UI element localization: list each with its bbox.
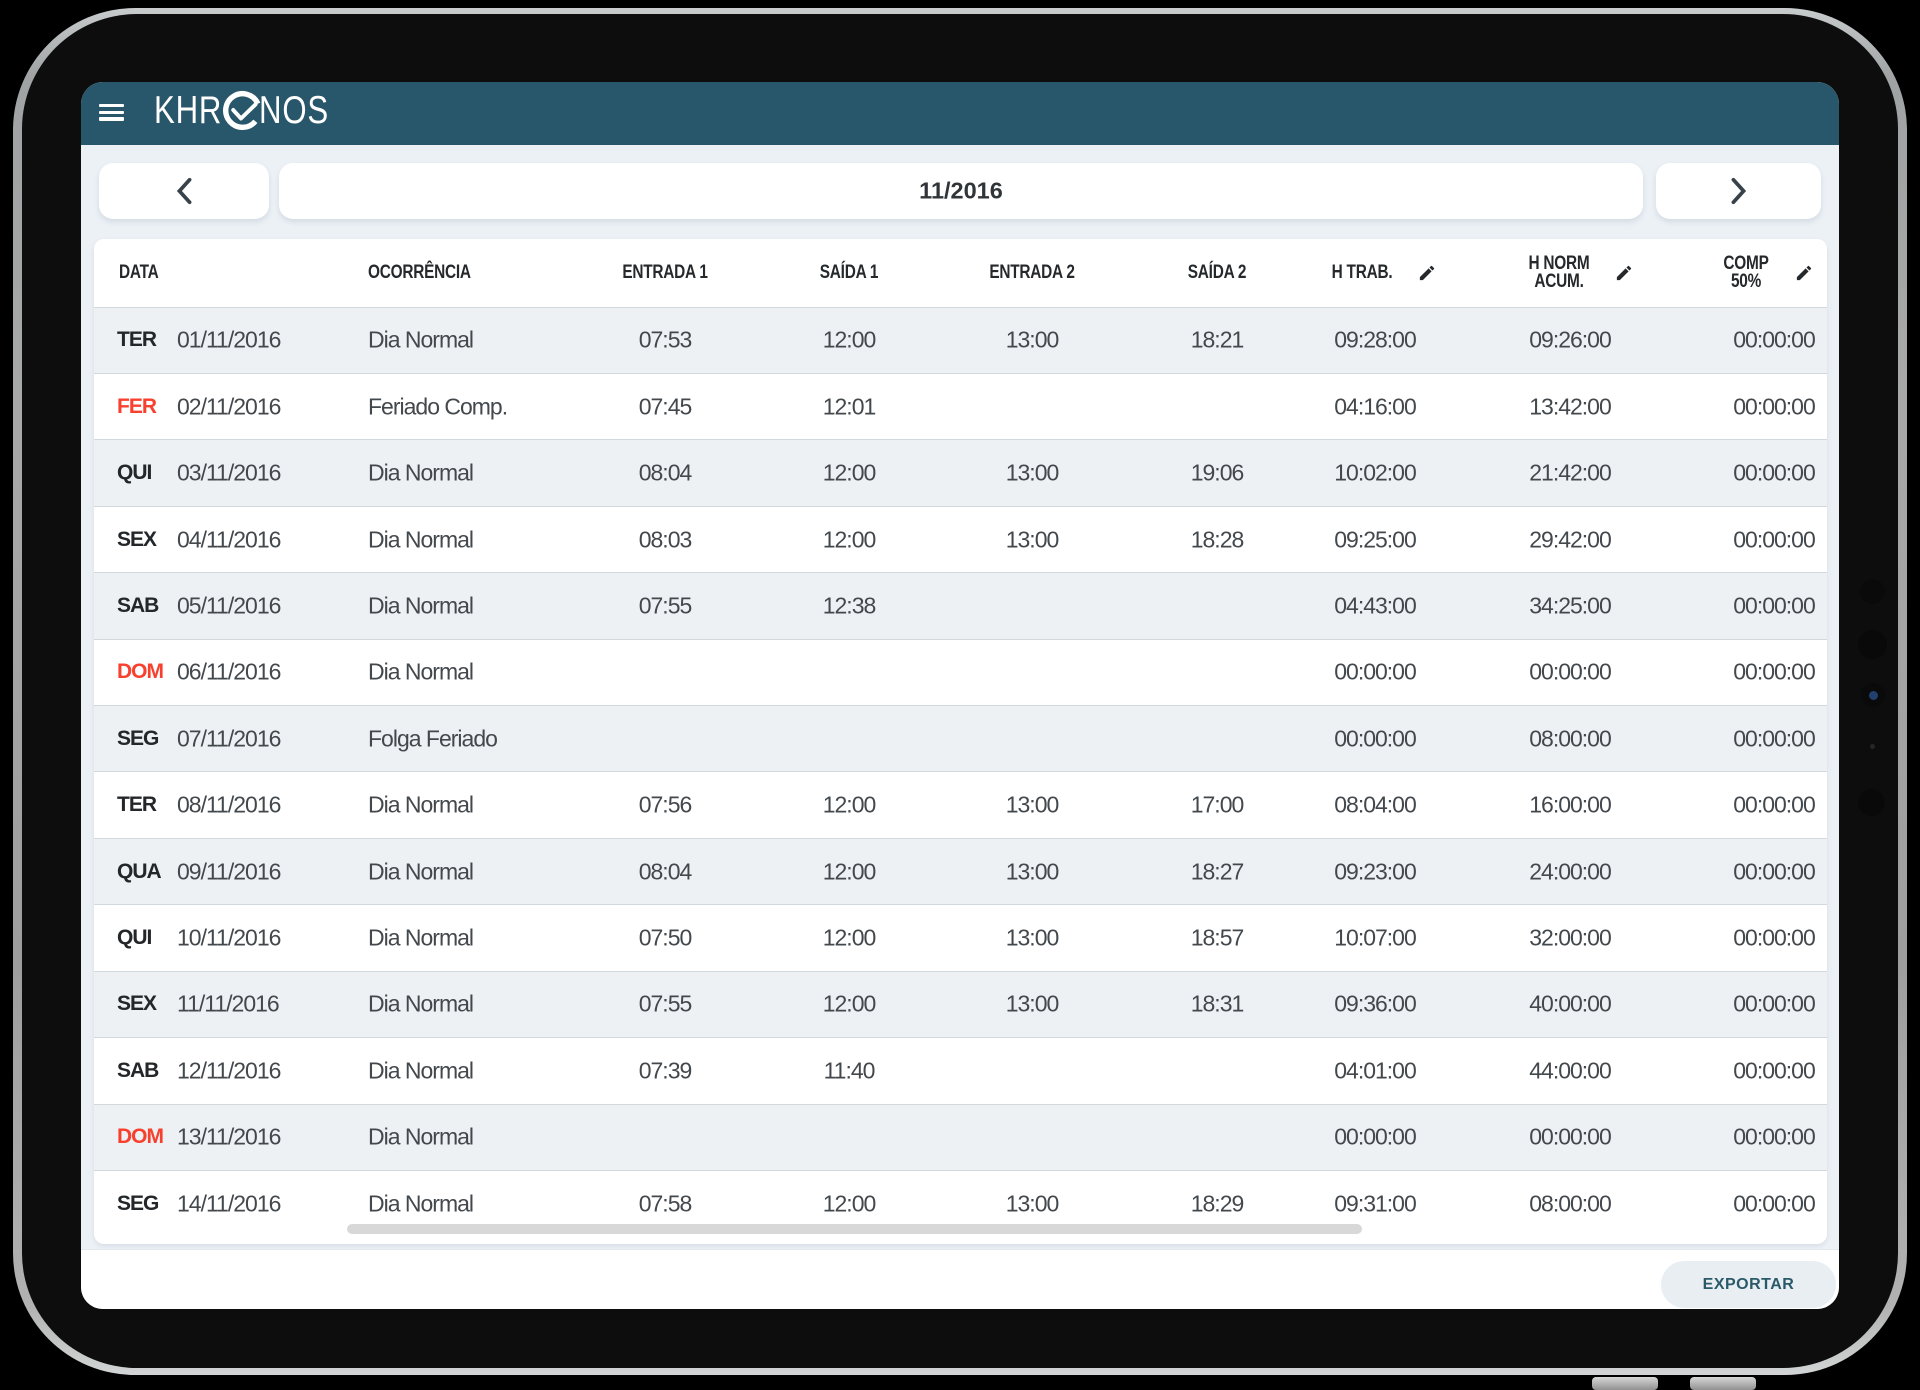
svg-text:KHR: KHR xyxy=(154,89,222,132)
svg-text:NOS: NOS xyxy=(259,89,329,132)
